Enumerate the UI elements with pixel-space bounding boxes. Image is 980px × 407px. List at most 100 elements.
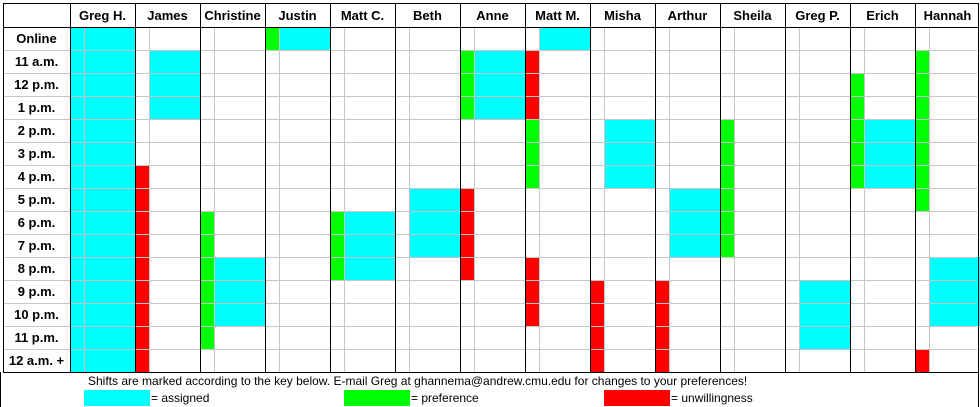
cell-unwillingness-james	[135, 188, 149, 211]
column-divider	[330, 3, 331, 372]
cell-assigned-greg-h	[70, 50, 135, 73]
grid-line	[3, 211, 977, 212]
cell-unwillingness-matt-m	[525, 50, 539, 73]
grid-line	[214, 27, 215, 372]
column-divider	[200, 3, 201, 372]
cell-unwillingness-anne	[460, 211, 474, 234]
cell-preference-matt-m	[525, 142, 539, 165]
cell-unwillingness-anne	[460, 188, 474, 211]
cell-unwillingness-matt-m	[525, 73, 539, 96]
row-label: 10 p.m.	[14, 307, 59, 322]
cell-assigned-greg-p	[799, 303, 850, 326]
grid-line	[539, 27, 540, 372]
cell-assigned-arthur	[669, 211, 720, 234]
grid-line	[734, 27, 735, 372]
legend-label-preference: = preference	[411, 391, 479, 405]
grid-line	[604, 27, 605, 372]
cell-unwillingness-arthur	[655, 280, 669, 303]
cell-unwillingness-hannah	[915, 349, 929, 372]
cell-assigned-matt-c	[344, 211, 395, 234]
grid-line	[279, 27, 280, 372]
cell-assigned-greg-h	[70, 280, 135, 303]
cell-preference-justin	[265, 27, 279, 50]
cell-assigned-arthur	[669, 234, 720, 257]
cell-preference-sheila	[720, 188, 734, 211]
column-header-hannah: Hannah	[923, 7, 972, 23]
cell-assigned-greg-h	[70, 326, 135, 349]
cell-assigned-beth	[409, 234, 460, 257]
cell-assigned-greg-h	[70, 303, 135, 326]
column-header-misha: Misha	[604, 7, 641, 23]
grid-line	[3, 280, 977, 281]
cell-assigned-matt-m	[539, 27, 590, 50]
cell-preference-matt-c	[330, 211, 344, 234]
cell-preference-matt-c	[330, 257, 344, 280]
cell-assigned-greg-h	[70, 73, 135, 96]
cell-preference-matt-m	[525, 165, 539, 188]
table-border-bottom	[3, 372, 979, 373]
legend-label-assigned: = assigned	[151, 391, 210, 405]
cell-assigned-anne	[474, 96, 525, 119]
grid-line	[84, 27, 85, 372]
grid-line	[3, 326, 977, 327]
row-label: 12 p.m.	[14, 77, 59, 92]
row-label: 6 p.m.	[17, 215, 56, 230]
cell-preference-sheila	[720, 119, 734, 142]
row-label: 4 p.m.	[17, 169, 56, 184]
grid-line	[929, 27, 930, 372]
cell-assigned-hannah	[929, 303, 980, 326]
row-label: 11 a.m.	[14, 54, 59, 69]
cell-preference-erich	[850, 165, 864, 188]
grid-line	[409, 27, 410, 372]
cell-assigned-justin	[279, 27, 330, 50]
column-header-greg-h: Greg H.	[79, 7, 126, 23]
column-header-greg-p: Greg P.	[795, 7, 840, 23]
cell-assigned-greg-h	[70, 349, 135, 372]
cell-preference-anne	[460, 73, 474, 96]
grid-line	[864, 27, 865, 372]
column-divider	[850, 3, 851, 372]
column-header-justin: Justin	[278, 7, 317, 23]
cell-preference-hannah	[915, 50, 929, 73]
cell-preference-christine	[200, 211, 214, 234]
cell-assigned-greg-h	[70, 188, 135, 211]
cell-unwillingness-matt-m	[525, 96, 539, 119]
cell-unwillingness-james	[135, 326, 149, 349]
row-label: 7 p.m.	[17, 238, 56, 253]
cell-unwillingness-misha	[590, 280, 604, 303]
cell-preference-erich	[850, 73, 864, 96]
cell-preference-anne	[460, 96, 474, 119]
cell-assigned-greg-h	[70, 27, 135, 50]
grid-line	[3, 188, 977, 189]
column-divider	[460, 3, 461, 372]
grid-line	[474, 27, 475, 372]
row-label: 5 p.m.	[17, 192, 56, 207]
grid-line	[3, 303, 977, 304]
column-divider	[655, 3, 656, 372]
column-header-james: James	[147, 7, 188, 23]
cell-assigned-beth	[409, 188, 460, 211]
cell-unwillingness-james	[135, 211, 149, 234]
grid-line	[3, 142, 977, 143]
cell-assigned-james	[149, 50, 200, 73]
cell-preference-matt-c	[330, 234, 344, 257]
cell-unwillingness-anne	[460, 257, 474, 280]
cell-preference-christine	[200, 280, 214, 303]
column-header-beth: Beth	[413, 7, 442, 23]
legend-swatch-assigned	[84, 390, 150, 406]
column-header-christine: Christine	[204, 7, 261, 23]
cell-assigned-greg-h	[70, 165, 135, 188]
cell-assigned-beth	[409, 211, 460, 234]
cell-assigned-matt-c	[344, 257, 395, 280]
footer-border-left	[0, 372, 1, 407]
cell-preference-hannah	[915, 165, 929, 188]
grid-line	[3, 165, 977, 166]
grid-line	[3, 96, 977, 97]
cell-preference-sheila	[720, 234, 734, 257]
column-header-matt-c: Matt C.	[340, 7, 385, 23]
cell-assigned-misha	[604, 165, 655, 188]
cell-unwillingness-misha	[590, 303, 604, 326]
cell-assigned-greg-h	[70, 234, 135, 257]
cell-assigned-arthur	[669, 188, 720, 211]
